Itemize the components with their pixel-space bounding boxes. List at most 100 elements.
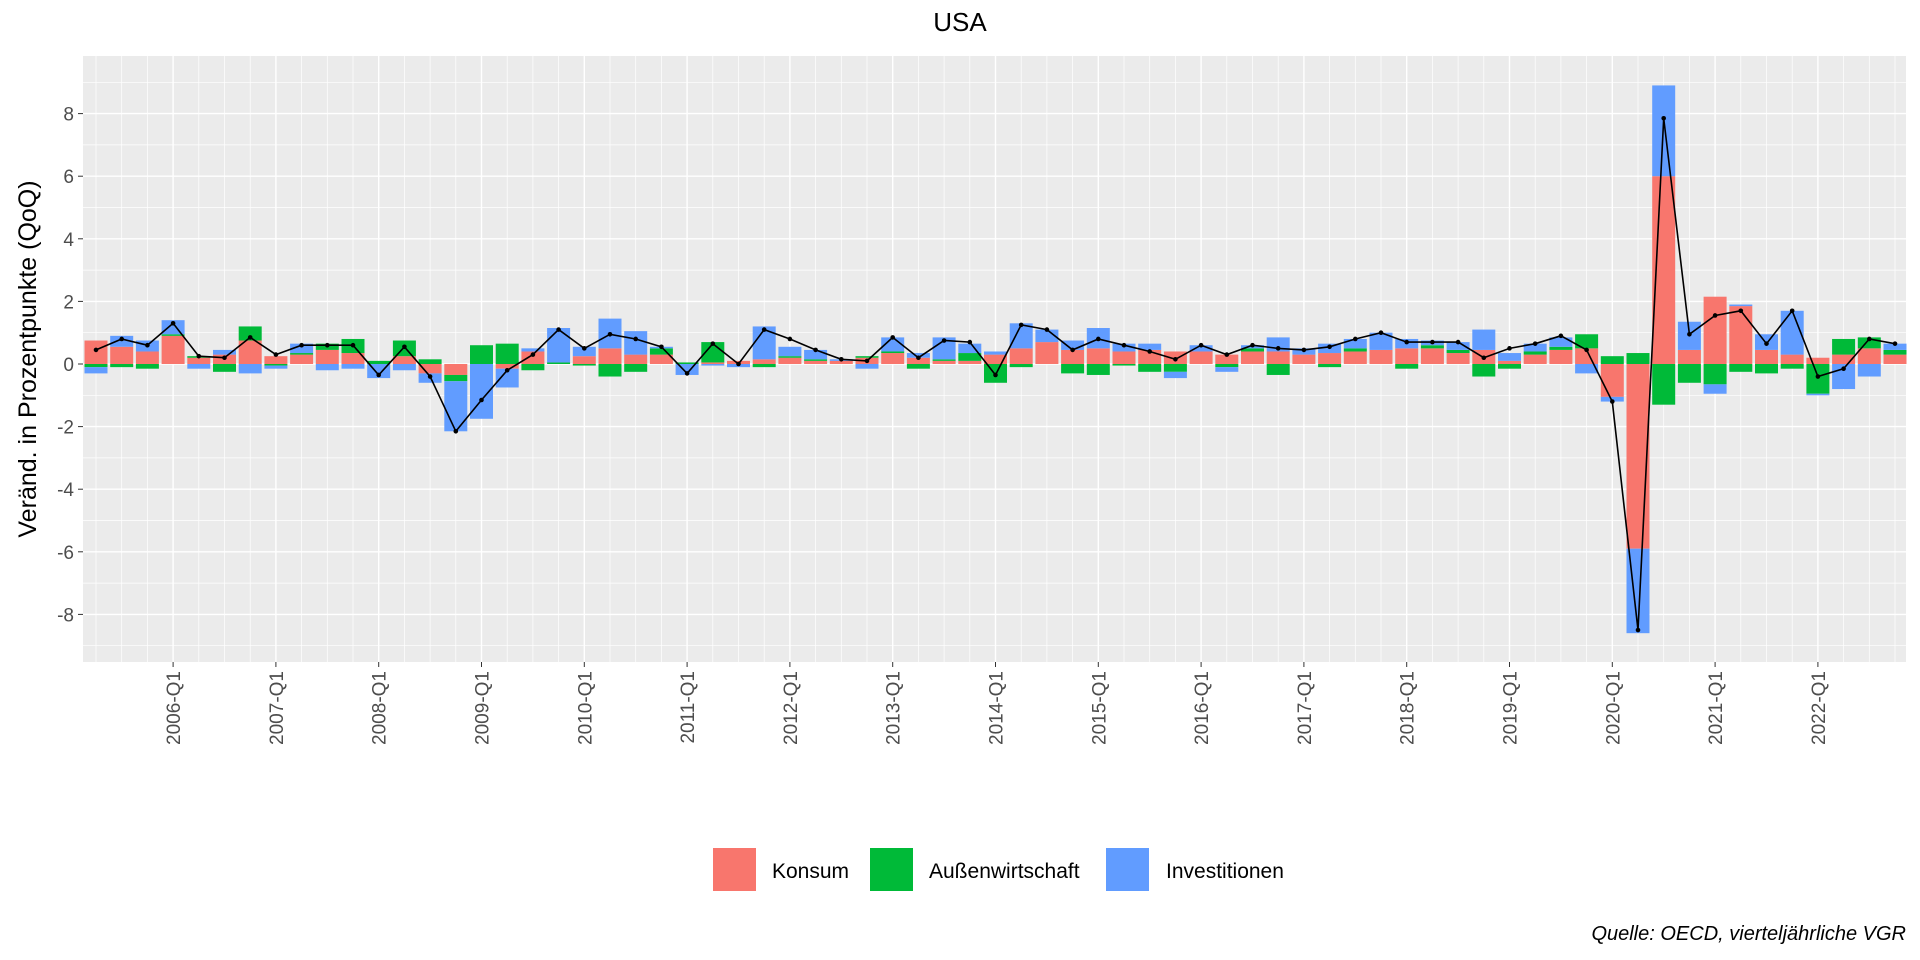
legend: Konsum Außenwirtschaft Investitionen <box>713 848 1284 891</box>
bar-konsum <box>418 364 442 374</box>
total-point <box>479 397 484 403</box>
total-point <box>402 344 407 350</box>
bar-investitionen <box>984 351 1007 355</box>
total-point <box>299 342 304 348</box>
bar-konsum <box>1369 349 1393 364</box>
x-tick-label: 2010-Q1 <box>575 671 596 745</box>
total-point <box>1815 374 1821 379</box>
total-point <box>1250 342 1255 348</box>
bar-investitionen <box>444 381 468 432</box>
bar-konsum <box>1703 296 1727 364</box>
bar-aussenwirtschaft <box>1883 349 1907 355</box>
total-point <box>556 327 561 332</box>
total-point <box>684 371 690 376</box>
bar-konsum <box>1523 354 1547 364</box>
bar-aussenwirtschaft <box>598 364 622 377</box>
total-point <box>1635 627 1641 633</box>
bar-konsum <box>598 348 622 364</box>
x-tick-label: 2008-Q1 <box>370 671 391 745</box>
bar-aussenwirtschaft <box>752 364 776 368</box>
bar-investitionen <box>1343 338 1367 349</box>
bar-aussenwirtschaft <box>367 360 391 364</box>
total-point <box>916 355 921 361</box>
bar-investitionen <box>804 349 828 360</box>
bar-aussenwirtschaft <box>264 364 288 366</box>
bar-investitionen <box>1446 342 1470 350</box>
bar-investitionen <box>290 343 314 354</box>
bar-aussenwirtschaft <box>932 359 956 361</box>
bar-konsum <box>521 351 545 364</box>
bar-aussenwirtschaft <box>521 364 545 371</box>
total-point <box>453 428 459 434</box>
total-point <box>813 347 818 353</box>
legend-key-investitionen <box>1106 848 1149 891</box>
legend-label-aussenwirtschaft: Außenwirtschaft <box>929 860 1080 883</box>
bar-aussenwirtschaft <box>1241 348 1264 352</box>
x-tick-label: 2017-Q1 <box>1295 671 1316 745</box>
bar-aussenwirtschaft <box>1395 364 1419 369</box>
bar-aussenwirtschaft <box>84 364 108 368</box>
bar-investitionen <box>1189 345 1213 352</box>
total-point <box>145 342 150 348</box>
bar-investitionen <box>1780 310 1804 355</box>
bar-aussenwirtschaft <box>881 351 905 354</box>
total-point <box>1738 308 1744 314</box>
bar-aussenwirtschaft <box>1266 364 1290 375</box>
bar-konsum <box>804 360 828 364</box>
bar-aussenwirtschaft <box>1755 364 1778 374</box>
bar-investitionen <box>572 346 596 357</box>
bar-investitionen <box>1061 340 1085 350</box>
y-tick-label: 0 <box>63 355 74 376</box>
bar-investitionen <box>1498 353 1521 361</box>
bar-investitionen <box>264 365 288 369</box>
bar-konsum <box>1343 351 1367 364</box>
total-point <box>1430 339 1435 345</box>
bar-konsum <box>1112 351 1136 364</box>
bar-aussenwirtschaft <box>1061 364 1085 374</box>
x-tick-label: 2019-Q1 <box>1501 671 1522 745</box>
total-point <box>1096 336 1101 342</box>
total-point <box>196 353 202 359</box>
bar-investitionen <box>752 326 776 360</box>
bar-konsum <box>778 357 802 364</box>
total-point <box>582 346 587 351</box>
bar-investitionen <box>932 337 956 360</box>
bar-konsum <box>1806 357 1830 364</box>
bar-aussenwirtschaft <box>1600 356 1624 364</box>
total-point <box>1173 357 1178 362</box>
bar-konsum <box>1009 348 1033 364</box>
bar-aussenwirtschaft <box>135 364 159 369</box>
total-point <box>1224 352 1230 357</box>
bar-investitionen <box>341 364 365 369</box>
total-point <box>1584 347 1589 353</box>
bar-aussenwirtschaft <box>804 359 828 361</box>
bar-aussenwirtschaft <box>161 334 185 336</box>
chart-title: USA <box>933 7 987 37</box>
total-point <box>1764 341 1769 346</box>
bar-investitionen <box>315 364 339 371</box>
bar-investitionen <box>84 367 108 374</box>
bar-investitionen <box>392 364 416 371</box>
total-point <box>1712 313 1718 318</box>
bar-investitionen <box>521 348 545 352</box>
total-point <box>1301 347 1307 353</box>
total-point <box>1455 339 1461 345</box>
x-tick-label: 2018-Q1 <box>1398 671 1419 745</box>
total-point <box>1867 336 1872 342</box>
total-point <box>504 367 510 373</box>
bar-aussenwirtschaft <box>1112 364 1136 366</box>
bar-investitionen <box>855 364 879 369</box>
bar-investitionen <box>1215 367 1239 372</box>
bar-konsum <box>1086 348 1110 364</box>
x-tick-label: 2015-Q1 <box>1089 671 1110 745</box>
y-tick-label: -2 <box>57 418 74 439</box>
total-point <box>1275 346 1281 351</box>
bar-aussenwirtschaft <box>1420 345 1444 349</box>
x-tick-label: 2007-Q1 <box>267 671 288 745</box>
total-point <box>1121 342 1127 348</box>
total-point <box>1687 331 1692 337</box>
bar-investitionen <box>1883 343 1907 350</box>
bar-aussenwirtschaft <box>906 364 930 369</box>
total-point <box>427 374 433 379</box>
